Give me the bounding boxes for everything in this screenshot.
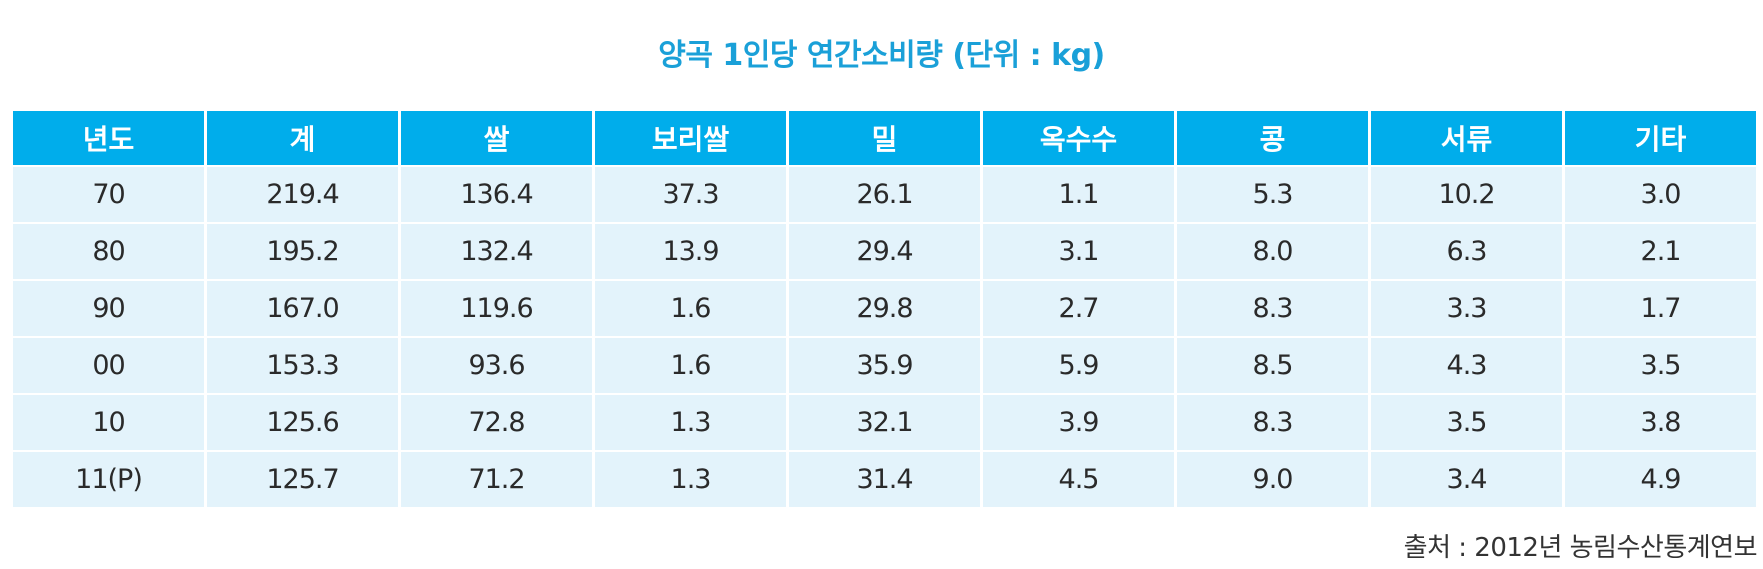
table-cell: 1.1 — [983, 167, 1174, 222]
table-cell: 125.7 — [207, 452, 398, 507]
table-cell: 90 — [13, 281, 204, 336]
table-row: 10 125.6 72.8 1.3 32.1 3.9 8.3 3.5 3.8 — [13, 395, 1756, 450]
table-cell: 10 — [13, 395, 204, 450]
table-cell: 3.5 — [1371, 395, 1562, 450]
table-title: 양곡 1인당 연간소비량 (단위 : kg) — [658, 38, 1105, 73]
table-cell: 3.3 — [1371, 281, 1562, 336]
header-bean: 콩 — [1177, 111, 1368, 165]
header-potato: 서류 — [1371, 111, 1562, 165]
consumption-table: 년도 계 쌀 보리쌀 밀 옥수수 콩 서류 기타 70 219.4 136.4 … — [10, 109, 1759, 509]
table-cell: 72.8 — [401, 395, 592, 450]
table-cell: 8.3 — [1177, 281, 1368, 336]
table-cell: 2.7 — [983, 281, 1174, 336]
table-cell: 3.4 — [1371, 452, 1562, 507]
table-cell: 9.0 — [1177, 452, 1368, 507]
table-cell: 4.3 — [1371, 338, 1562, 393]
table-cell: 31.4 — [789, 452, 980, 507]
table-cell: 153.3 — [207, 338, 398, 393]
table-cell: 1.6 — [595, 338, 786, 393]
table-cell: 219.4 — [207, 167, 398, 222]
table-cell: 80 — [13, 224, 204, 279]
table-cell: 00 — [13, 338, 204, 393]
table-cell: 8.0 — [1177, 224, 1368, 279]
table-cell: 195.2 — [207, 224, 398, 279]
table-cell: 132.4 — [401, 224, 592, 279]
header-total: 계 — [207, 111, 398, 165]
table-cell: 10.2 — [1371, 167, 1562, 222]
table-cell: 167.0 — [207, 281, 398, 336]
table-cell: 4.9 — [1565, 452, 1756, 507]
header-corn: 옥수수 — [983, 111, 1174, 165]
table-cell: 26.1 — [789, 167, 980, 222]
table-row: 90 167.0 119.6 1.6 29.8 2.7 8.3 3.3 1.7 — [13, 281, 1756, 336]
table-cell: 3.9 — [983, 395, 1174, 450]
header-rice: 쌀 — [401, 111, 592, 165]
table-cell: 119.6 — [401, 281, 592, 336]
table-cell: 3.8 — [1565, 395, 1756, 450]
table-cell: 3.5 — [1565, 338, 1756, 393]
table-row: 00 153.3 93.6 1.6 35.9 5.9 8.5 4.3 3.5 — [13, 338, 1756, 393]
table-cell: 136.4 — [401, 167, 592, 222]
table-cell: 13.9 — [595, 224, 786, 279]
header-barley: 보리쌀 — [595, 111, 786, 165]
table-cell: 1.3 — [595, 452, 786, 507]
table-cell: 3.1 — [983, 224, 1174, 279]
table-cell: 3.0 — [1565, 167, 1756, 222]
header-row: 년도 계 쌀 보리쌀 밀 옥수수 콩 서류 기타 — [13, 111, 1756, 165]
table-row: 11(P) 125.7 71.2 1.3 31.4 4.5 9.0 3.4 4.… — [13, 452, 1756, 507]
table-cell: 35.9 — [789, 338, 980, 393]
table-cell: 1.6 — [595, 281, 786, 336]
table-cell: 2.1 — [1565, 224, 1756, 279]
table-cell: 8.5 — [1177, 338, 1368, 393]
table-cell: 1.3 — [595, 395, 786, 450]
table-cell: 71.2 — [401, 452, 592, 507]
source-note: 출처 : 2012년 농림수산통계연보 — [1403, 533, 1758, 563]
header-wheat: 밀 — [789, 111, 980, 165]
table-cell: 6.3 — [1371, 224, 1562, 279]
table-cell: 8.3 — [1177, 395, 1368, 450]
table-cell: 125.6 — [207, 395, 398, 450]
table-row: 70 219.4 136.4 37.3 26.1 1.1 5.3 10.2 3.… — [13, 167, 1756, 222]
header-other: 기타 — [1565, 111, 1756, 165]
table-cell: 29.8 — [789, 281, 980, 336]
table-cell: 1.7 — [1565, 281, 1756, 336]
table-cell: 4.5 — [983, 452, 1174, 507]
table-cell: 70 — [13, 167, 204, 222]
header-year: 년도 — [13, 111, 204, 165]
table-cell: 11(P) — [13, 452, 204, 507]
table-cell: 29.4 — [789, 224, 980, 279]
table-cell: 37.3 — [595, 167, 786, 222]
table-cell: 5.3 — [1177, 167, 1368, 222]
table-cell: 32.1 — [789, 395, 980, 450]
table-cell: 93.6 — [401, 338, 592, 393]
table-cell: 5.9 — [983, 338, 1174, 393]
table-row: 80 195.2 132.4 13.9 29.4 3.1 8.0 6.3 2.1 — [13, 224, 1756, 279]
